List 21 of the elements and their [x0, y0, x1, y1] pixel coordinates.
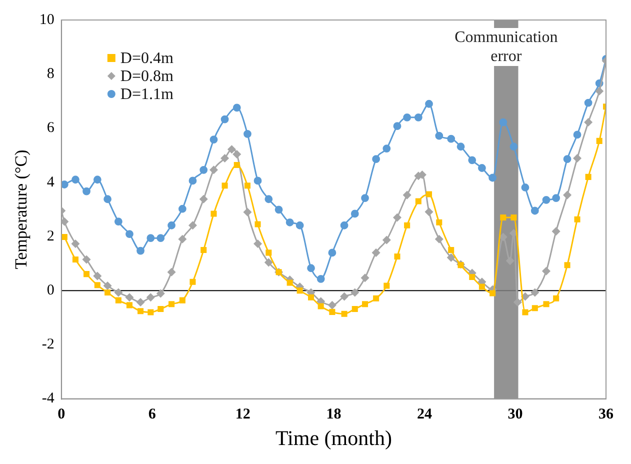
band-label: Communication error: [454, 29, 558, 66]
y-tick-label: 8: [46, 66, 54, 82]
x-tick-label: 6: [148, 406, 156, 423]
legend-label: D=0.8m: [120, 68, 174, 86]
x-tick-label: 24: [416, 406, 432, 423]
x-tick-label: 12: [235, 406, 250, 423]
y-tick-label: -4: [42, 390, 55, 407]
y-tick-label: 4: [46, 174, 55, 190]
y-tick-label: 10: [39, 12, 54, 28]
x-axis-title: Time (month): [275, 426, 392, 450]
x-tick-label: 18: [326, 406, 342, 423]
y-tick-label: 2: [46, 228, 54, 244]
x-tick-label: 30: [508, 406, 523, 423]
x-tick-label: 36: [598, 406, 614, 423]
legend-label: D=0.4m: [120, 50, 174, 68]
x-tick-label: 0: [58, 406, 66, 423]
y-tick-label: 6: [46, 120, 55, 136]
y-tick-label: -2: [42, 336, 54, 353]
y-tick-label: 0: [46, 282, 54, 299]
y-axis-title: Temperature (°C): [12, 150, 31, 270]
legend-label: D=1.1m: [120, 86, 174, 104]
